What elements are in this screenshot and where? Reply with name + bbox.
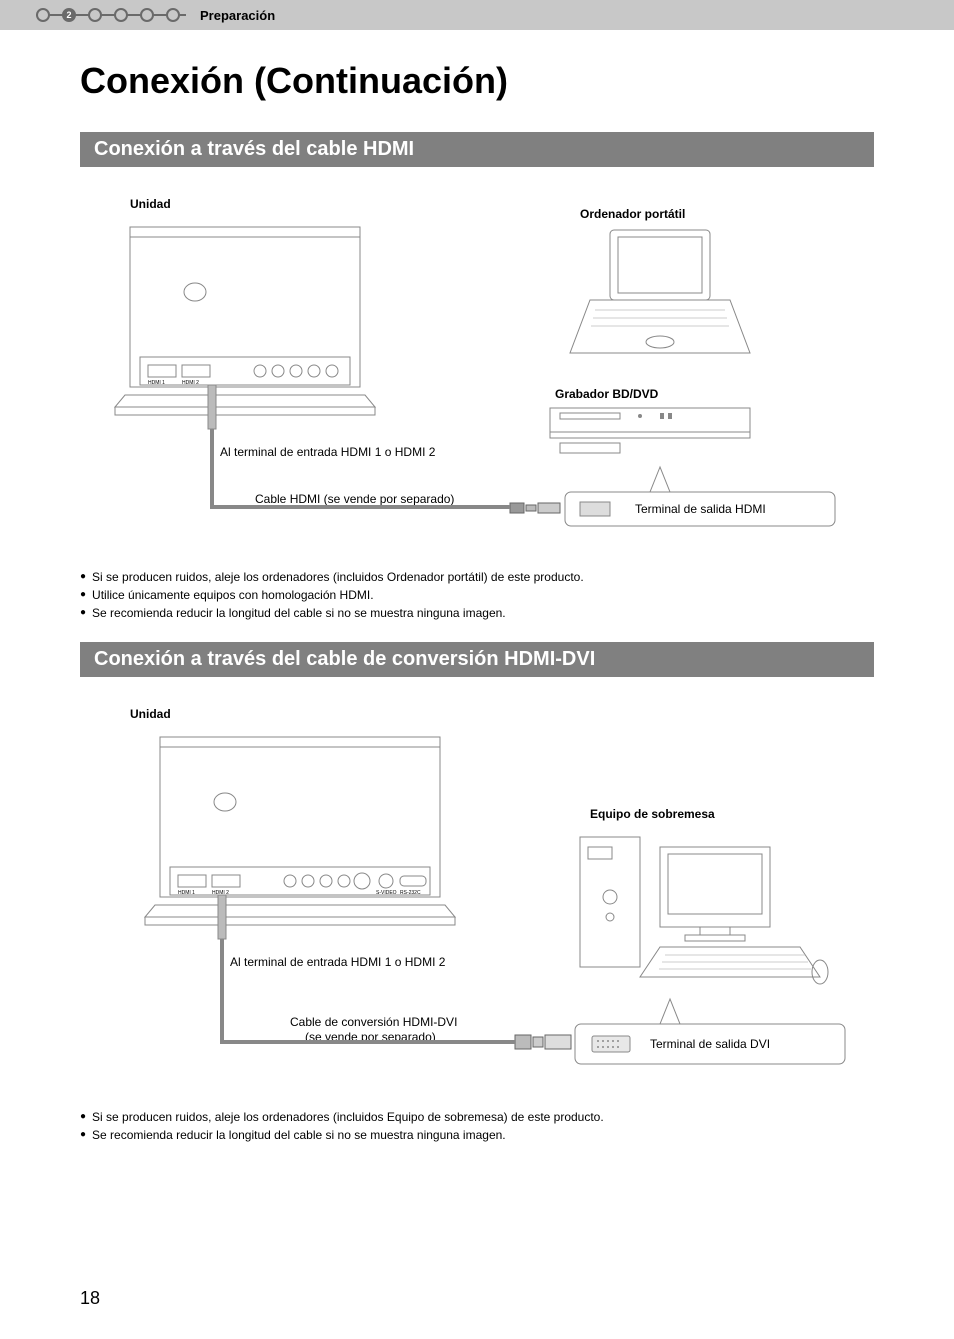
s2-cable-path: [80, 707, 874, 1107]
page: 2 Preparación Conexión (Continuación) Co…: [0, 0, 954, 1339]
bullet-icon: ●: [80, 1108, 86, 1126]
section1-heading: Conexión a través del cable HDMI: [80, 132, 874, 167]
step-1-circle: [36, 8, 50, 22]
s2-bullet-1: Se recomienda reducir la longitud del ca…: [92, 1126, 506, 1144]
header-label: Preparación: [200, 8, 275, 23]
bullet-icon: ●: [80, 1126, 86, 1144]
step-5-circle: [140, 8, 154, 22]
section1-diagram: Unidad: [80, 197, 874, 568]
s1-bullet-2: Se recomienda reducir la longitud del ca…: [92, 604, 506, 622]
s1-bullets: ● Si se producen ruidos, aleje los ordena…: [80, 568, 874, 622]
step-3-circle: [88, 8, 102, 22]
s1-cable-path: [80, 197, 874, 567]
s1-bullet-0: Si se producen ruidos, aleje los ordenad…: [92, 568, 584, 586]
header-bar: 2 Preparación: [0, 0, 954, 30]
step-active-number: 2: [66, 10, 71, 20]
step-track: 2: [36, 8, 192, 22]
bullet-icon: ●: [80, 568, 86, 586]
step-2-circle: 2: [62, 8, 76, 22]
page-number: 18: [80, 1288, 100, 1309]
s1-bullet-1: Utilice únicamente equipos con homologac…: [92, 586, 373, 604]
step-4-circle: [114, 8, 128, 22]
step-6-circle: [166, 8, 180, 22]
bullet-icon: ●: [80, 604, 86, 622]
section2-diagram: Unidad: [80, 707, 874, 1108]
s2-bullets: ● Si se producen ruidos, aleje los ordena…: [80, 1108, 874, 1144]
bullet-icon: ●: [80, 586, 86, 604]
section2-heading: Conexión a través del cable de conversió…: [80, 642, 874, 677]
page-title: Conexión (Continuación): [80, 60, 954, 102]
s2-bullet-0: Si se producen ruidos, aleje los ordenad…: [92, 1108, 604, 1126]
